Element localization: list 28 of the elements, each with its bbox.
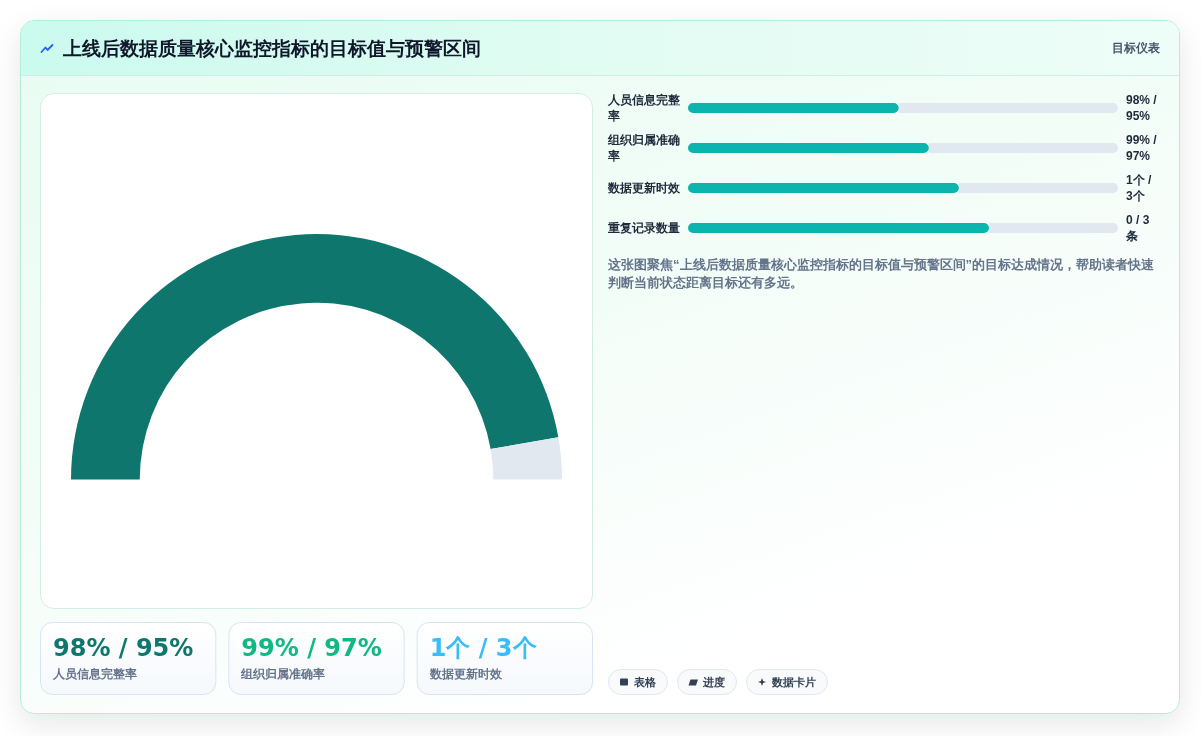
category-label: 组织归属准确率 <box>241 666 326 682</box>
text: 数据卡片 <box>772 675 816 689</box>
chart-title: 上线后数据质量核心监控指标的目标值与预警区间 <box>63 37 481 61</box>
bar <box>958 183 1118 193</box>
text: 这张图聚焦“上线后数据质量核心监控指标的目标值与预警区间”的目标达成情况，帮助读者快速判断当前状态距离目标还有多远。 <box>608 256 1155 292</box>
text: 进度 <box>703 675 725 689</box>
category-label: 人员信息完整率 <box>53 666 137 682</box>
y-tick-label: 数据更新时效 <box>608 180 681 197</box>
y-tick-label: 重复记录数量 <box>608 220 681 237</box>
category-label: 数据更新时效 <box>429 666 502 682</box>
bar <box>928 143 1118 153</box>
text: 98% / 95% <box>53 634 194 662</box>
y-tick-label: 人员信息完整率 <box>608 92 681 124</box>
bar <box>688 183 959 193</box>
text: 1个 / 3个 <box>1126 172 1153 204</box>
text: 1个 / 3个 <box>429 634 537 662</box>
text: 99% / 97% <box>1126 132 1158 164</box>
bar <box>688 143 929 153</box>
bar <box>688 103 899 113</box>
text: 98% / 95% <box>1126 92 1158 124</box>
text: 0 / 3 条 <box>1126 212 1151 244</box>
bar <box>989 223 1118 233</box>
y-tick-label: 组织归属准确率 <box>608 132 681 164</box>
text: 99% / 97% <box>241 634 382 662</box>
bar <box>688 223 989 233</box>
chart-subtitle: 目标仪表 <box>1112 40 1160 56</box>
text: 表格 <box>634 675 656 689</box>
bar <box>898 103 1118 113</box>
